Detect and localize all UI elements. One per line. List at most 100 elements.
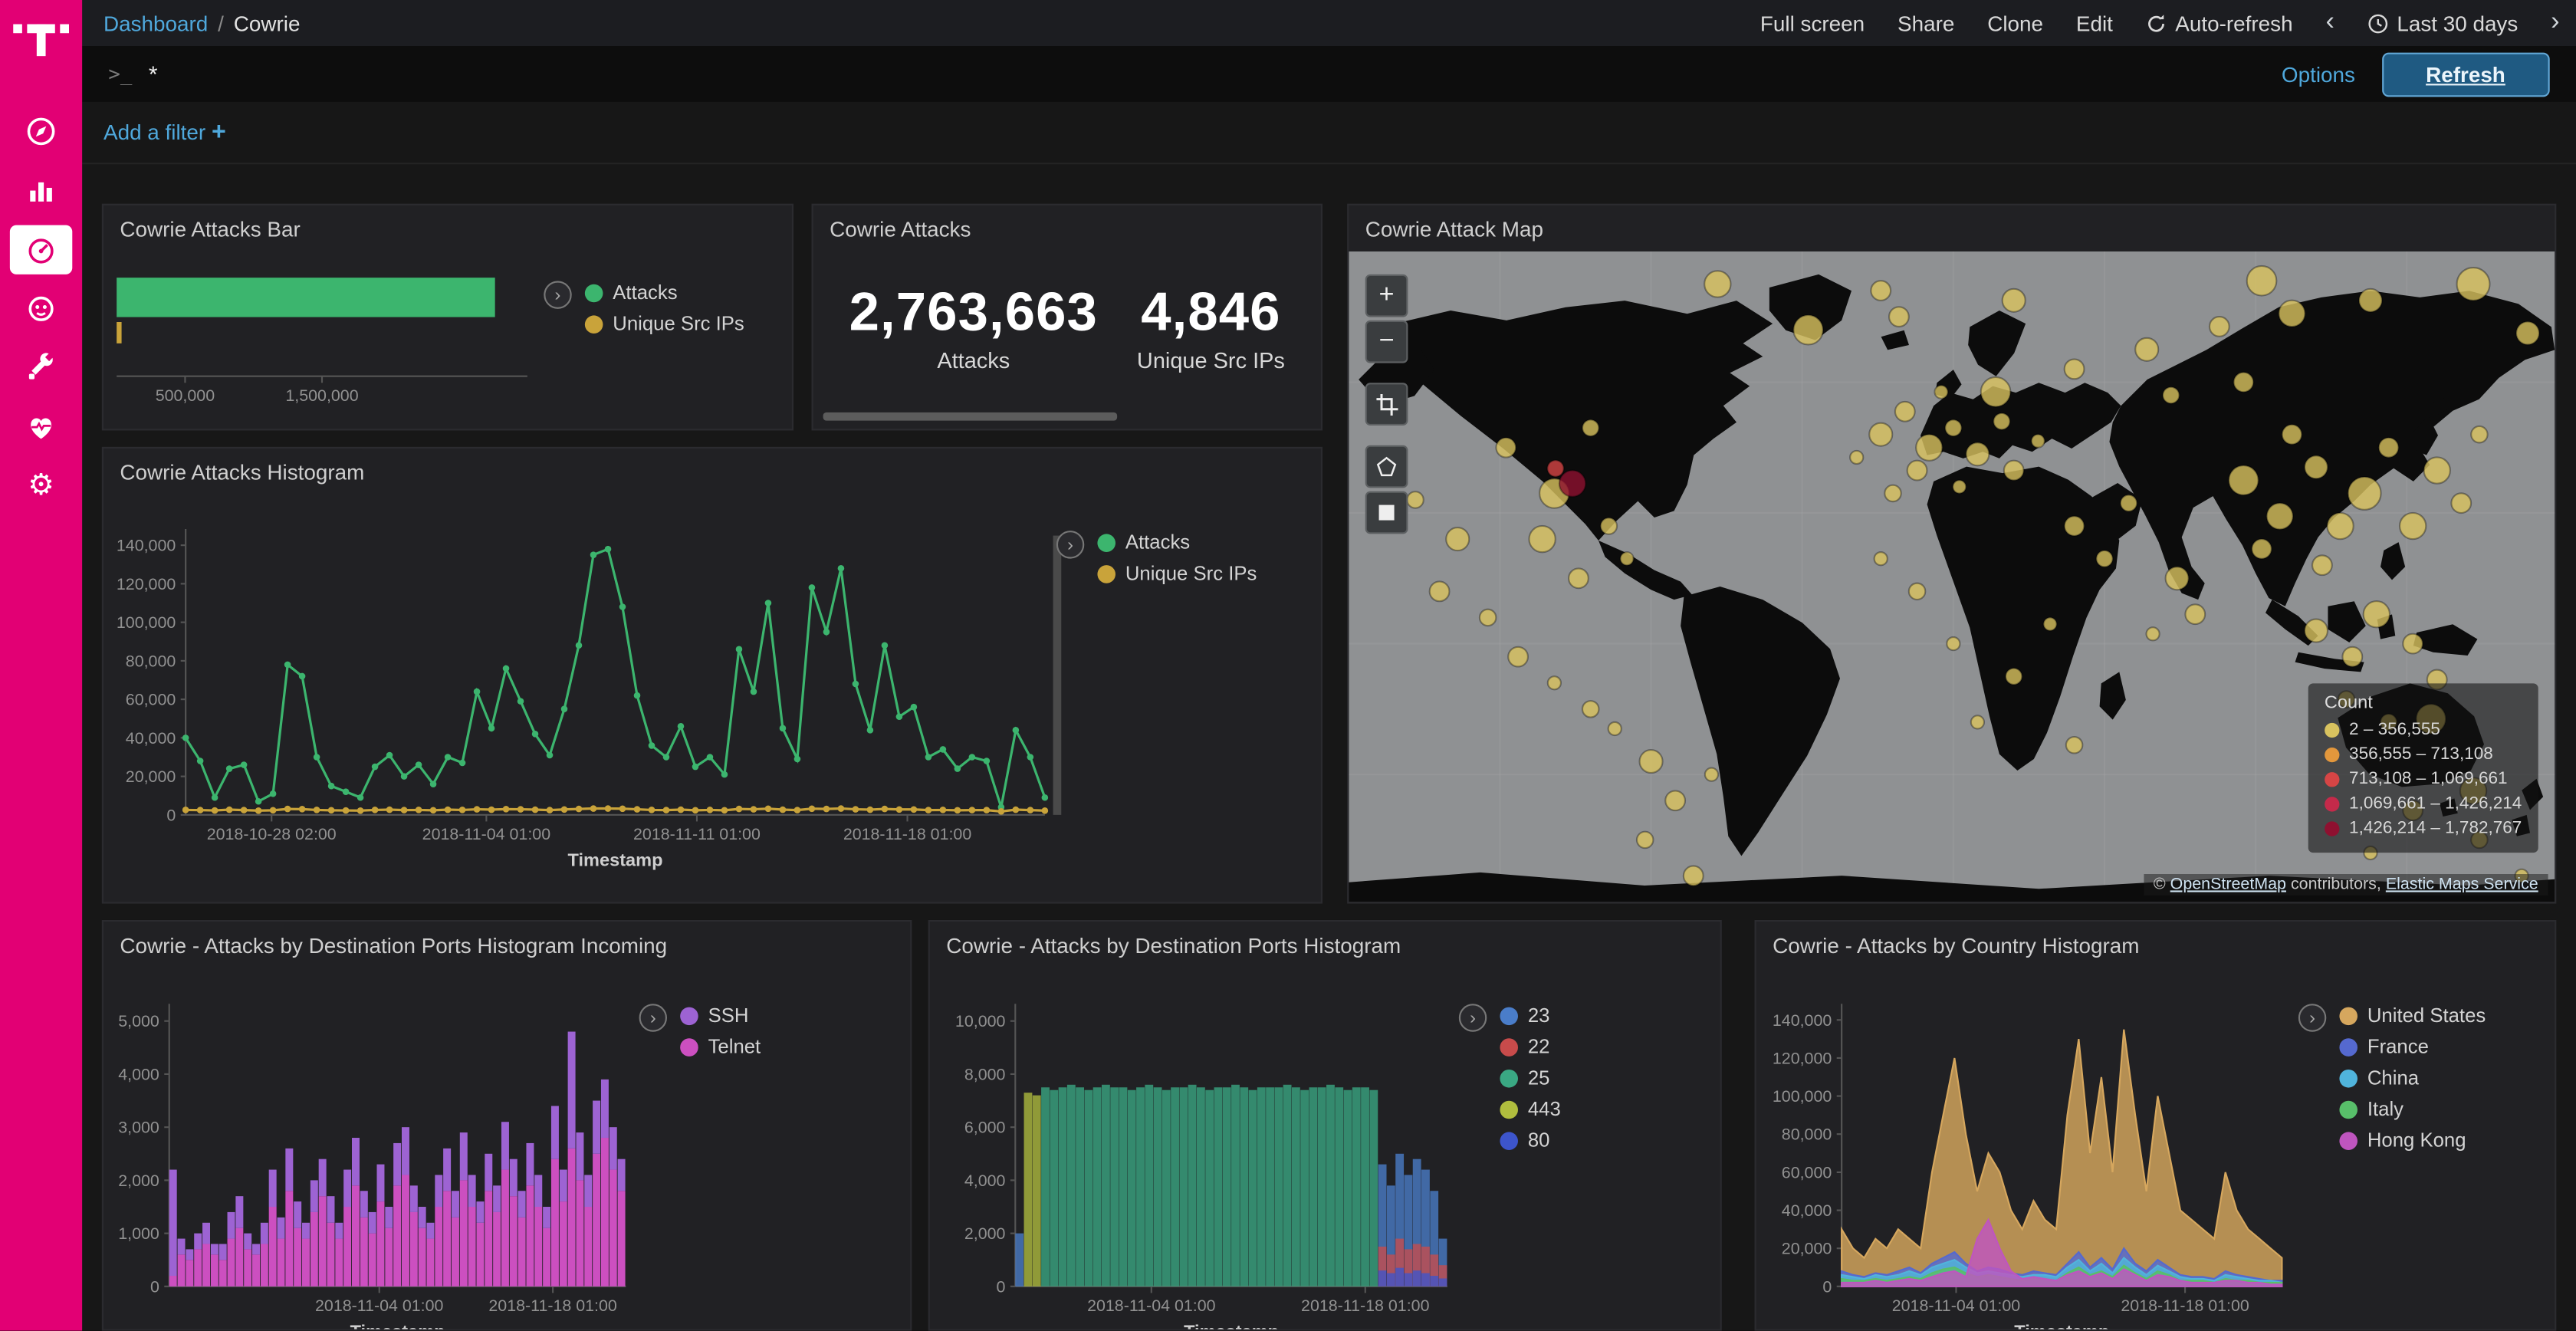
panel-attacks-histogram: Cowrie Attacks Histogram 0 20,000 40,000 60…	[101, 446, 1322, 904]
svg-text:Timestamp: Timestamp	[568, 850, 663, 869]
svg-text:2018-11-04 01:00: 2018-11-04 01:00	[1892, 1296, 2021, 1315]
metric-label: Attacks	[937, 348, 1010, 373]
country-chart: 0 20,000 40,000 60,000 80,000 100,000 120,000 1…	[1773, 1004, 2283, 1329]
map-legend-row: 1,069,661 – 1,426,214	[2324, 794, 2522, 813]
map-legend-row: 713,108 – 1,069,661	[2324, 769, 2522, 789]
refresh-cycle-icon	[2148, 14, 2165, 31]
management-icon[interactable]: ⚙	[28, 468, 54, 503]
legend-item[interactable]: SSH	[680, 1004, 761, 1027]
legend-item[interactable]: 22	[1500, 1035, 1560, 1058]
svg-text:2018-11-04 01:00: 2018-11-04 01:00	[1087, 1296, 1216, 1315]
legend-color-dot	[1500, 1037, 1518, 1056]
time-forward-chevron[interactable]: ›	[2551, 8, 2560, 37]
dashboard-icon[interactable]	[9, 225, 73, 274]
legend: › Attacks Unique Src IPs	[544, 281, 744, 335]
svg-text:4,000: 4,000	[964, 1172, 1006, 1190]
legend-item[interactable]: China	[2339, 1066, 2486, 1089]
legend-item[interactable]: Unique Src IPs	[1097, 562, 1257, 585]
clone-button[interactable]: Clone	[1987, 10, 2044, 36]
svg-text:4,000: 4,000	[118, 1065, 159, 1083]
zoom-out-button[interactable]: −	[1365, 320, 1408, 363]
svg-text:8,000: 8,000	[964, 1065, 1006, 1083]
legend-item[interactable]: 23	[1500, 1004, 1560, 1027]
legend-item[interactable]: 443	[1500, 1097, 1561, 1120]
svg-text:2018-11-11 01:00: 2018-11-11 01:00	[633, 825, 761, 843]
discover-icon[interactable]	[10, 107, 72, 156]
map-legend-title: Count	[2324, 693, 2373, 713]
legend-item[interactable]: 80	[1500, 1129, 1560, 1152]
zoom-in-button[interactable]: +	[1365, 274, 1408, 317]
svg-text:40,000: 40,000	[126, 729, 176, 748]
legend-color-dot	[2339, 1006, 2358, 1025]
legend-item[interactable]: Attacks	[1097, 531, 1257, 554]
svg-text:1,500,000: 1,500,000	[285, 386, 358, 405]
legend-item[interactable]: Unique Src IPs	[584, 312, 744, 335]
panel-title: Cowrie Attacks Bar	[120, 216, 301, 242]
osm-link[interactable]: OpenStreetMap	[2170, 876, 2286, 894]
filter-bar: Add a filter +	[82, 102, 2576, 165]
legend-item[interactable]: Hong Kong	[2339, 1129, 2486, 1152]
metric-group: 2,763,663 Attacks 4,846 Unique Src IPs	[813, 281, 1321, 373]
legend-item[interactable]: Italy	[2339, 1097, 2486, 1120]
legend-toggle-icon[interactable]: ›	[1056, 531, 1085, 559]
world-map[interactable]: + − Count 2 – 356,555 356,555 – 713,108 71…	[1349, 251, 2555, 902]
legend-item[interactable]: Attacks	[584, 281, 744, 304]
map-legend-row: 356,555 – 713,108	[2324, 744, 2522, 764]
legend-color-dot	[680, 1037, 698, 1056]
visualize-icon[interactable]	[10, 166, 72, 215]
monitoring-icon[interactable]	[10, 403, 72, 452]
query-input[interactable]: *	[148, 61, 158, 87]
svg-text:2018-11-18 01:00: 2018-11-18 01:00	[488, 1296, 617, 1315]
legend-item[interactable]: France	[2339, 1035, 2486, 1058]
timelion-icon[interactable]	[10, 284, 72, 334]
add-filter-link[interactable]: Add a filter +	[104, 118, 226, 146]
edit-button[interactable]: Edit	[2075, 10, 2113, 36]
map-legend-row: 2 – 356,555	[2324, 720, 2522, 739]
polygon-select-button[interactable]	[1365, 445, 1408, 488]
refresh-button[interactable]: Refresh	[2381, 51, 2550, 97]
svg-text:20,000: 20,000	[126, 767, 176, 786]
panel-country-histogram: Cowrie - Attacks by Country Histogram 0 2…	[1754, 920, 2557, 1331]
legend-color-dot	[680, 1006, 698, 1025]
legend-toggle-icon[interactable]: ›	[1458, 1004, 1487, 1032]
time-back-chevron[interactable]: ‹	[2325, 8, 2334, 37]
legend: › SSH Telnet	[639, 1004, 761, 1058]
legend-color-dot	[1500, 1099, 1518, 1119]
svg-text:80,000: 80,000	[126, 652, 176, 670]
legend-color-dot	[2339, 1068, 2358, 1087]
panel-ports-incoming-histogram: Cowrie - Attacks by Destination Ports Hi…	[101, 920, 912, 1331]
svg-text:60,000: 60,000	[126, 691, 176, 709]
fit-bounds-button[interactable]	[1365, 383, 1408, 426]
legend-item[interactable]: 25	[1500, 1066, 1560, 1089]
svg-text:100,000: 100,000	[1773, 1087, 1832, 1106]
map-attribution: © OpenStreetMap contributors, Elastic Ma…	[2144, 874, 2548, 896]
legend-color-dot	[2339, 1037, 2358, 1056]
legend-item[interactable]: Telnet	[680, 1035, 761, 1058]
legend-toggle-icon[interactable]: ›	[639, 1004, 667, 1032]
share-button[interactable]: Share	[1898, 10, 1955, 36]
svg-text:60,000: 60,000	[1782, 1163, 1832, 1181]
legend-toggle-icon[interactable]: ›	[2298, 1004, 2327, 1032]
map-legend-row: 1,426,214 – 1,782,767	[2324, 818, 2522, 838]
legend: › 23 22 25 443 80	[1458, 1004, 1561, 1152]
rectangle-select-button[interactable]	[1365, 491, 1408, 534]
breadcrumb-dashboard[interactable]: Dashboard	[104, 10, 209, 36]
attacks-histogram-chart: 0 20,000 40,000 60,000 80,000 100,000 120,000 1…	[117, 528, 1062, 869]
time-picker-button[interactable]: Last 30 days	[2367, 11, 2518, 35]
map-controls: + −	[1365, 274, 1408, 534]
breadcrumb-current: Cowrie	[233, 10, 301, 36]
svg-text:10,000: 10,000	[955, 1012, 1006, 1030]
legend: › United States France China Italy Hong Kong	[2298, 1004, 2486, 1152]
svg-text:0: 0	[1822, 1277, 1832, 1296]
legend-item[interactable]: United States	[2339, 1004, 2486, 1027]
query-options-link[interactable]: Options	[2281, 61, 2355, 87]
ems-link[interactable]: Elastic Maps Service	[2385, 876, 2538, 894]
panel-title: Cowrie Attack Map	[1365, 216, 1543, 242]
fullscreen-button[interactable]: Full screen	[1760, 10, 1865, 36]
horizontal-scrollbar[interactable]	[823, 412, 1118, 421]
svg-text:2,000: 2,000	[964, 1224, 1006, 1243]
legend-toggle-icon[interactable]: ›	[544, 281, 572, 309]
auto-refresh-button[interactable]: Auto-refresh	[2146, 11, 2293, 35]
devtools-icon[interactable]	[10, 343, 72, 393]
panel-cowrie-attacks-metric: Cowrie Attacks 2,763,663 Attacks 4,846 U…	[811, 203, 1322, 431]
